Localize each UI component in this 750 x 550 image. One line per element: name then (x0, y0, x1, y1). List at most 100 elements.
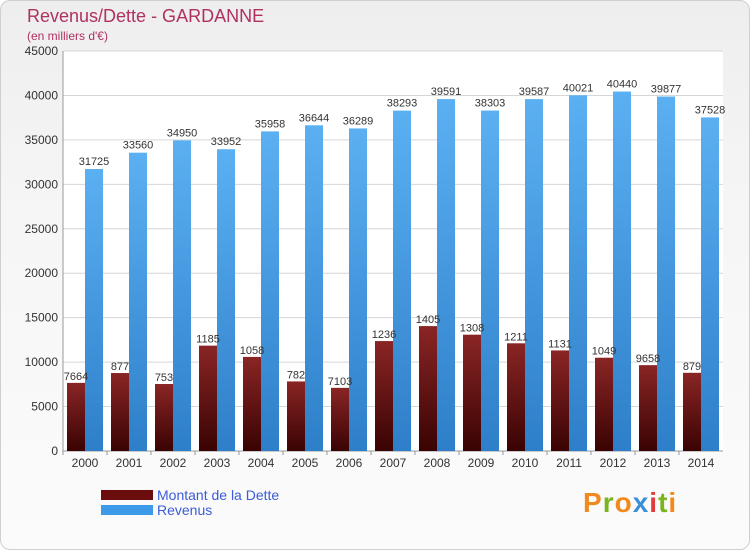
y-tick-label: 25000 (25, 222, 59, 236)
bar-dette (243, 356, 261, 451)
data-label-dette: 877 (111, 361, 129, 373)
x-tick-label: 2003 (204, 456, 231, 470)
legend-swatch-revenus (101, 504, 153, 515)
x-tick-label: 2008 (424, 456, 451, 470)
bar-dette (287, 381, 305, 451)
data-label-dette: 9658 (636, 353, 660, 365)
legend-item-revenus: Revenus (101, 501, 279, 518)
data-label-dette: 1185 (196, 334, 220, 346)
data-label-revenus: 37528 (695, 104, 726, 116)
bar-dette (463, 334, 481, 451)
bar-revenus (437, 99, 455, 451)
data-label-dette: 7103 (328, 376, 352, 388)
logo-letter: x (632, 487, 650, 518)
bar-dette (639, 365, 657, 451)
data-label-dette: 1058 (240, 345, 264, 357)
y-tick-label: 45000 (25, 44, 59, 58)
bar-dette (331, 387, 349, 451)
y-tick-label: 0 (51, 444, 58, 458)
data-label-dette: 782 (287, 369, 305, 381)
x-tick-label: 2007 (380, 456, 407, 470)
data-label-revenus: 39587 (519, 86, 550, 98)
proxiti-logo: Proxiti (583, 487, 677, 519)
y-tick-label: 10000 (25, 355, 59, 369)
legend-label-dette: Montant de la Dette (157, 486, 280, 503)
bar-revenus (657, 96, 675, 451)
data-label-revenus: 40440 (607, 79, 638, 91)
legend-item-dette: Montant de la Dette (101, 486, 280, 503)
data-label-revenus: 35958 (255, 118, 286, 130)
bar-revenus (481, 110, 499, 451)
y-tick-label: 5000 (31, 400, 58, 414)
data-label-revenus: 33560 (123, 140, 154, 152)
y-tick-label: 15000 (25, 311, 59, 325)
y-tick-label: 35000 (25, 133, 59, 147)
bar-revenus (173, 140, 191, 452)
legend-swatch-dette (101, 489, 153, 500)
x-tick-label: 2000 (72, 456, 99, 470)
data-label-revenus: 38303 (475, 98, 506, 110)
x-tick-label: 2005 (292, 456, 319, 470)
logo-letter: r (602, 487, 615, 518)
data-label-revenus: 36644 (299, 112, 330, 124)
chart-subtitle: (en milliers d'€) (27, 29, 108, 43)
bar-dette (375, 341, 393, 451)
data-label-revenus: 34950 (167, 127, 198, 139)
bar-revenus (613, 91, 631, 452)
bar-revenus (569, 95, 587, 451)
x-tick-label: 2014 (688, 456, 715, 470)
data-label-revenus: 39591 (431, 86, 462, 98)
bar-revenus (129, 152, 147, 451)
x-tick-label: 2002 (160, 456, 187, 470)
bar-revenus (305, 125, 323, 451)
data-label-dette: 1049 (592, 346, 616, 358)
data-label-dette: 1405 (416, 314, 440, 326)
logo-letter: o (614, 487, 633, 518)
x-tick-label: 2012 (600, 456, 627, 470)
data-label-dette: 1236 (372, 329, 396, 341)
bar-dette (67, 382, 85, 451)
data-label-revenus: 31725 (79, 156, 110, 168)
bar-dette (419, 326, 437, 451)
data-label-dette: 1308 (460, 323, 484, 335)
bar-dette (595, 357, 613, 451)
bar-revenus (393, 110, 411, 452)
bar-dette (111, 373, 129, 451)
data-label-dette: 1211 (504, 331, 528, 343)
x-tick-label: 2013 (644, 456, 671, 470)
bar-dette (551, 350, 569, 451)
legend-label-revenus: Revenus (157, 501, 213, 518)
bar-dette (507, 343, 525, 451)
logo-letter: i (649, 487, 659, 518)
data-label-revenus: 39877 (651, 84, 682, 96)
bar-dette (199, 345, 217, 451)
y-tick-label: 40000 (25, 88, 59, 102)
x-tick-label: 2010 (512, 456, 539, 470)
bar-revenus (217, 149, 235, 451)
bar-revenus (261, 131, 279, 451)
x-tick-label: 2009 (468, 456, 495, 470)
data-label-dette: 7664 (64, 371, 88, 383)
logo-letter: t (658, 487, 669, 518)
legend: Montant de la Dette Revenus (101, 486, 280, 518)
data-label-revenus: 36289 (343, 115, 374, 127)
data-label-dette: 879 (683, 361, 701, 373)
y-tick-label: 30000 (25, 177, 59, 191)
bar-revenus (701, 117, 719, 451)
logo-letter: i (668, 487, 678, 518)
bar-revenus (85, 169, 103, 451)
data-label-dette: 1131 (548, 338, 572, 350)
data-label-revenus: 33952 (211, 136, 242, 148)
logo-letter: P (583, 487, 603, 518)
bar-dette (683, 372, 701, 451)
x-tick-label: 2006 (336, 456, 363, 470)
y-tick-label: 20000 (25, 266, 59, 280)
bar-revenus (349, 128, 367, 451)
x-tick-label: 2004 (248, 456, 275, 470)
data-label-revenus: 38293 (387, 98, 418, 110)
x-tick-label: 2001 (116, 456, 143, 470)
data-label-revenus: 40021 (563, 82, 594, 94)
bar-revenus (525, 99, 543, 452)
